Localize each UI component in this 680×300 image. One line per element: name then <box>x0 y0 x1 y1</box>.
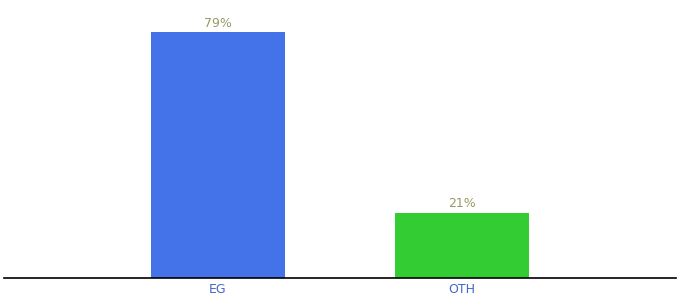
Text: 79%: 79% <box>204 17 232 30</box>
Bar <box>151 32 285 278</box>
Text: 21%: 21% <box>448 197 476 210</box>
Bar <box>395 213 529 278</box>
